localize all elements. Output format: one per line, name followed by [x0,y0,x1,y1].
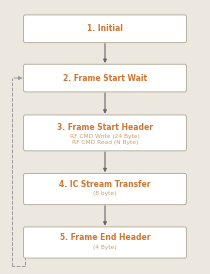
FancyBboxPatch shape [24,227,186,258]
Text: 4. IC Stream Transfer: 4. IC Stream Transfer [59,180,151,189]
Text: 5. Frame End Header: 5. Frame End Header [60,233,150,242]
FancyBboxPatch shape [24,64,186,92]
Text: (4 Byte): (4 Byte) [93,245,117,250]
FancyBboxPatch shape [24,15,186,42]
Text: (8 byte): (8 byte) [93,191,117,196]
Text: 2. Frame Start Wait: 2. Frame Start Wait [63,74,147,82]
Text: RF CMD Write (24 Byte): RF CMD Write (24 Byte) [70,134,140,139]
Text: 3. Frame Start Header: 3. Frame Start Header [57,123,153,132]
FancyBboxPatch shape [24,173,186,205]
Text: 1. Initial: 1. Initial [87,24,123,33]
FancyBboxPatch shape [24,115,186,151]
Text: RF CMD Read (N Byte): RF CMD Read (N Byte) [72,141,138,145]
